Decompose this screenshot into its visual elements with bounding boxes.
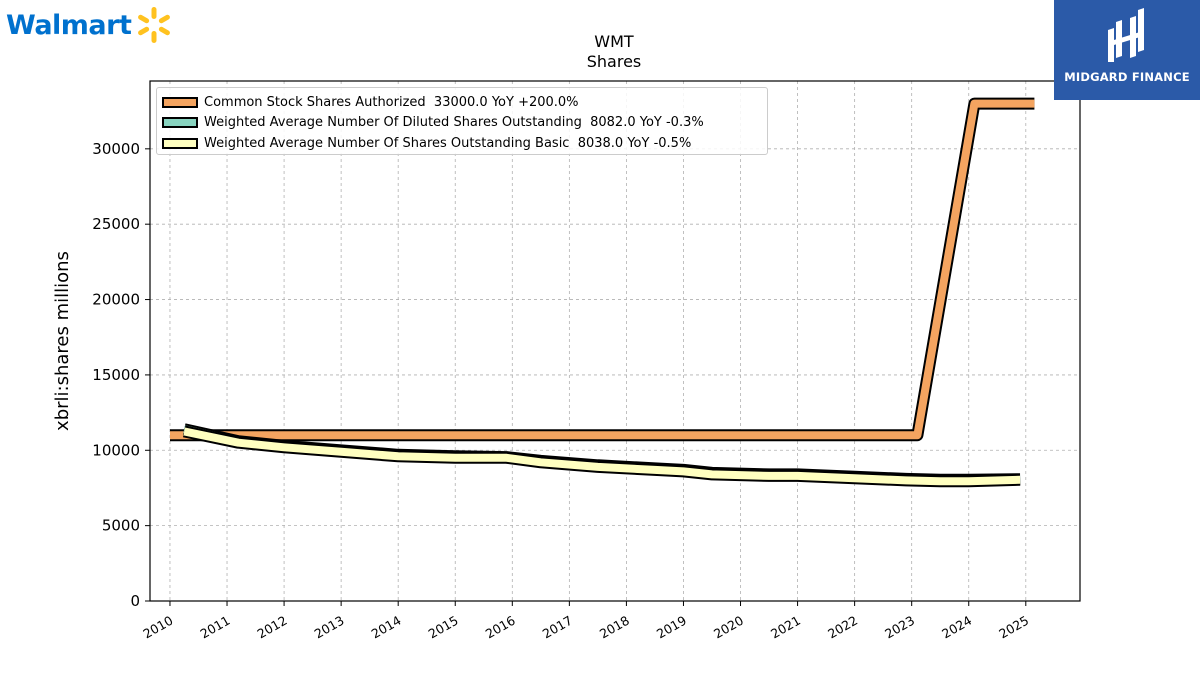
midgard-finance-logo: MIDGARD FINANCE [1054, 0, 1200, 100]
x-tick-label: 2024 [939, 613, 974, 642]
legend-label: Weighted Average Number Of Diluted Share… [204, 115, 704, 131]
x-tick-label: 2013 [312, 613, 347, 642]
walmart-wordmark: Walmart [6, 9, 132, 41]
x-tick-label: 2011 [197, 613, 232, 642]
y-tick-label: 0 [130, 592, 140, 610]
x-tick-label: 2016 [483, 613, 518, 642]
y-tick-label: 10000 [92, 441, 140, 459]
x-tick-label: 2018 [597, 613, 632, 642]
x-tick-label: 2022 [825, 613, 860, 642]
walmart-spark-icon [138, 7, 171, 43]
chart-subtitle: Shares [586, 52, 642, 71]
x-tick-label: 2010 [140, 613, 175, 642]
midgard-logo-icon [1108, 8, 1144, 62]
x-tick-label: 2023 [882, 613, 917, 642]
grid-lines [150, 81, 1080, 602]
legend-item: Weighted Average Number Of Shares Outsta… [162, 133, 767, 154]
legend-swatch [162, 117, 198, 129]
legend-label: Common Stock Shares Authorized 33000.0 Y… [204, 94, 579, 110]
legend: Common Stock Shares Authorized 33000.0 Y… [156, 87, 768, 155]
x-tick-label: 2025 [996, 613, 1031, 642]
y-tick-label: 30000 [92, 140, 140, 158]
y-tick-label: 5000 [102, 517, 140, 535]
series-lines [170, 97, 1035, 488]
x-tick-label: 2017 [540, 613, 575, 642]
y-axis-label: xbrli:shares millions [52, 251, 73, 431]
x-tick-label: 2020 [711, 613, 746, 642]
series-line [170, 99, 1035, 440]
y-axis: 0 5000 10000 15000 20000 25000 30000 [92, 140, 150, 610]
y-tick-label: 20000 [92, 291, 140, 309]
series-line [183, 427, 1021, 486]
plot-frame [149, 80, 1081, 602]
x-tick-label: 2019 [654, 613, 689, 642]
legend-item: Common Stock Shares Authorized 33000.0 Y… [162, 92, 767, 113]
y-tick-label: 15000 [92, 366, 140, 384]
legend-swatch [162, 137, 198, 149]
x-tick-label: 2014 [369, 613, 404, 642]
legend-swatch [162, 96, 198, 108]
y-tick-label: 25000 [92, 215, 140, 233]
legend-item: Weighted Average Number Of Diluted Share… [162, 113, 767, 134]
x-tick-label: 2015 [426, 613, 461, 642]
chart-title: WMT [594, 32, 634, 51]
x-tick-label: 2021 [768, 613, 803, 642]
legend-label: Weighted Average Number Of Shares Outsta… [204, 135, 692, 151]
publisher-name: MIDGARD FINANCE [1064, 70, 1190, 84]
walmart-logo: Walmart [6, 4, 174, 46]
x-tick-label: 2012 [255, 613, 290, 642]
x-axis: 2010 2011 2012 2013 2014 2015 2016 2017 2018 2019… [140, 601, 1031, 642]
